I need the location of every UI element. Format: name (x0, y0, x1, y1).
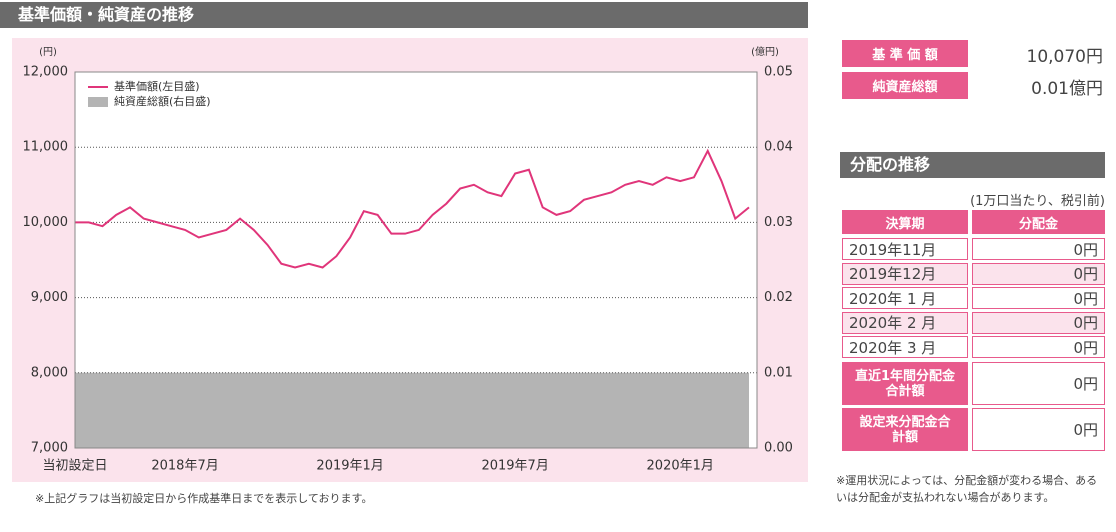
section-title: 基準価額・純資産の推移 (0, 2, 808, 28)
table-cell: 2019年11月 (842, 238, 968, 260)
total-value: 0円 (972, 408, 1105, 451)
y2-tick-label: 0.04 (764, 140, 793, 155)
y-tick-label: 12,000 (23, 65, 69, 80)
total-label: 設定来分配金合計額 (842, 408, 968, 451)
table-header: 分配金 (972, 210, 1105, 234)
legend-swatch (88, 97, 108, 107)
y2-tick-label: 0.05 (764, 65, 793, 80)
total-label: 直近1年間分配金合計額 (842, 362, 968, 405)
table-cell: 2020年 1 月 (842, 287, 968, 309)
y-tick-label: 9,000 (31, 290, 68, 305)
plot-border (74, 71, 758, 449)
distribution-footnote: ※運用状況によっては、分配金額が変わる場合、あるいは分配金が支払われない場合があ… (836, 474, 1098, 504)
legend-label: 基準価額(左目盛) (114, 79, 200, 93)
summary-label: 基 準 価 額 (842, 40, 968, 67)
y-tick-label: 11,000 (23, 140, 69, 155)
y2-tick-label: 0.03 (764, 215, 793, 230)
table-header: 決算期 (842, 210, 968, 234)
summary-label: 純資産総額 (842, 72, 968, 99)
distribution-title: 分配の推移 (840, 152, 1105, 178)
y-tick-label: 7,000 (31, 441, 68, 456)
x-tick-label: 2019年1月 (316, 459, 383, 474)
x-tick-label: 2018年7月 (151, 459, 218, 474)
table-cell: 0円 (972, 238, 1105, 260)
chart: (円) (億円) 7,000 8,000 9,000 10,000 11,000 12,0… (12, 38, 808, 482)
summary-value: 0.01億円 (1031, 79, 1103, 99)
x-tick-label: 当初設定日 (42, 458, 107, 474)
y2-tick-label: 0.01 (764, 365, 793, 380)
total-value: 0円 (972, 362, 1105, 405)
table-cell: 2019年12月 (842, 262, 968, 285)
y2-unit: (億円) (751, 45, 779, 58)
y2-tick-label: 0.02 (764, 290, 793, 305)
summary-value: 10,070円 (1026, 47, 1103, 67)
table-cell: 2020年 3 月 (842, 336, 968, 358)
legend-label: 純資産総額(右目盛) (114, 94, 211, 108)
x-tick-label: 2020年1月 (647, 459, 714, 474)
table-cell: 0円 (972, 287, 1105, 309)
distribution-note: (1万口当たり、税引前) (970, 194, 1105, 209)
net-assets-area (75, 372, 749, 448)
x-tick-label: 2019年7月 (481, 459, 548, 474)
table-cell: 0円 (972, 262, 1105, 285)
y-tick-label: 10,000 (23, 215, 69, 230)
y-tick-label: 8,000 (31, 365, 68, 380)
price-line (75, 148, 750, 269)
table-cell: 2020年 2 月 (842, 311, 968, 334)
y2-tick-label: 0.00 (764, 441, 793, 456)
table-cell: 0円 (972, 336, 1105, 358)
y-unit: (円) (39, 47, 57, 58)
table-cell: 0円 (972, 311, 1105, 334)
chart-footnote: ※上記グラフは当初設定日から作成基準日までを表示しております。 (35, 492, 373, 505)
